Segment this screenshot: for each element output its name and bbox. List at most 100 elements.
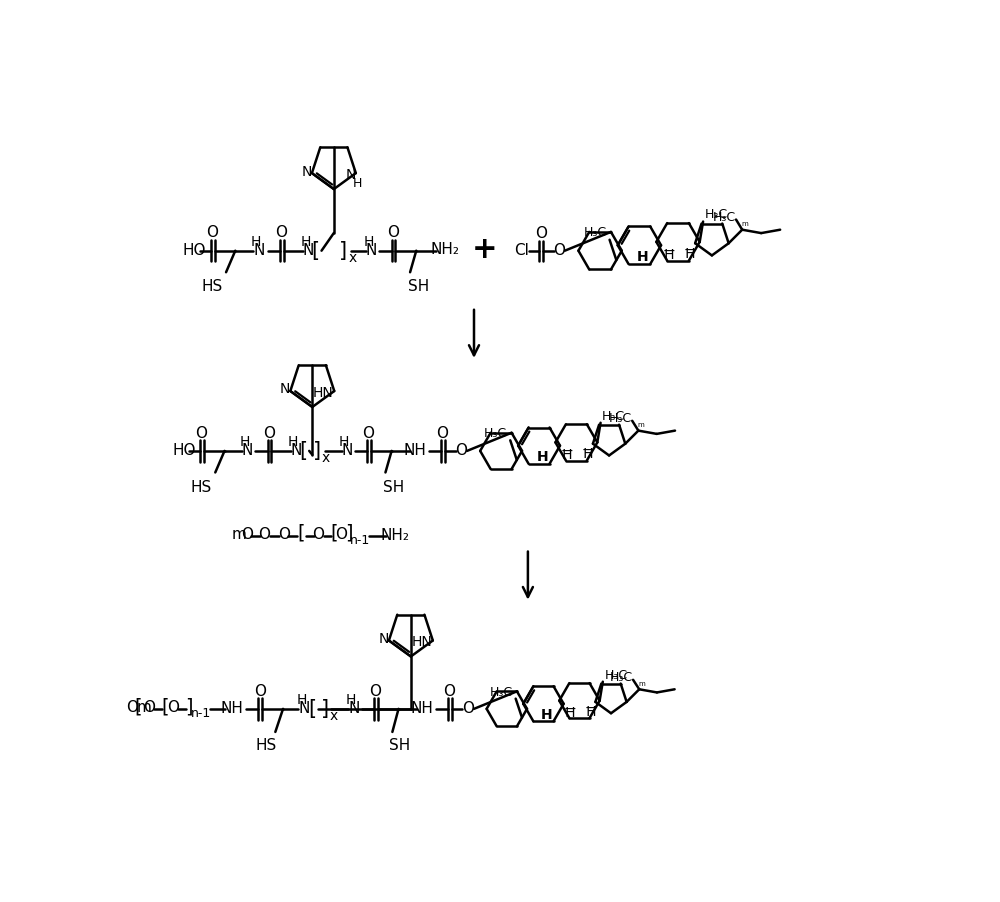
Text: O: O — [206, 226, 218, 241]
Text: N: N — [303, 244, 314, 258]
Text: H: H — [339, 436, 349, 449]
Text: N: N — [378, 632, 389, 646]
Text: O: O — [254, 684, 266, 699]
Text: O: O — [336, 527, 348, 541]
Text: H: H — [288, 436, 298, 449]
Text: n-1: n-1 — [191, 707, 211, 720]
Text: O: O — [278, 527, 290, 541]
Text: HS: HS — [255, 739, 277, 753]
Text: SH: SH — [408, 280, 429, 294]
Text: O: O — [126, 700, 138, 714]
Text: O: O — [387, 226, 399, 241]
Text: ]: ] — [313, 441, 321, 461]
Text: H: H — [541, 708, 552, 723]
Text: H: H — [353, 177, 362, 189]
Text: Ħ: Ħ — [561, 448, 574, 463]
Text: O: O — [462, 702, 474, 716]
Text: H: H — [296, 694, 307, 707]
Text: Cl: Cl — [514, 244, 529, 258]
Text: O: O — [436, 426, 448, 441]
Text: ]: ] — [185, 697, 193, 716]
Text: H: H — [536, 450, 548, 465]
Text: H: H — [239, 436, 250, 449]
Text: NH₂: NH₂ — [430, 243, 459, 257]
Text: Ħ: Ħ — [582, 447, 595, 461]
Text: HN: HN — [412, 635, 432, 649]
Text: +: + — [472, 235, 498, 263]
Text: NH: NH — [410, 702, 433, 716]
Text: [: [ — [299, 441, 307, 461]
Text: O: O — [553, 244, 565, 258]
Text: x: x — [348, 251, 356, 264]
Text: x: x — [322, 451, 330, 465]
Text: [: [ — [308, 699, 316, 719]
Text: O: O — [455, 444, 467, 458]
Text: ₘ: ₘ — [638, 678, 645, 688]
Text: HO: HO — [172, 444, 196, 458]
Text: H₃C: H₃C — [604, 669, 627, 682]
Text: [: [ — [330, 524, 338, 543]
Text: Ħ: Ħ — [662, 248, 675, 262]
Text: O: O — [363, 426, 375, 441]
Text: H: H — [363, 235, 374, 249]
Text: O: O — [443, 684, 455, 699]
Text: n-1: n-1 — [350, 534, 370, 547]
Text: N: N — [280, 382, 290, 397]
Text: ]: ] — [339, 241, 347, 261]
Text: Ħ: Ħ — [584, 705, 597, 719]
Text: N: N — [346, 169, 356, 182]
Text: [: [ — [161, 697, 169, 716]
Text: NH: NH — [403, 444, 426, 458]
Text: O: O — [369, 684, 381, 699]
Text: N: N — [242, 444, 253, 458]
Text: O: O — [167, 700, 179, 714]
Text: N: N — [366, 244, 377, 258]
Text: H: H — [251, 235, 261, 249]
Text: H₃C: H₃C — [713, 211, 736, 224]
Text: H₃C: H₃C — [583, 226, 607, 239]
Text: N: N — [253, 244, 265, 258]
Text: H₃C: H₃C — [489, 686, 513, 699]
Text: HS: HS — [202, 280, 223, 294]
Text: H₃C: H₃C — [609, 412, 632, 426]
Text: ]: ] — [321, 699, 329, 719]
Text: ₘ: ₘ — [637, 419, 644, 429]
Text: O: O — [263, 426, 275, 441]
Text: HS: HS — [190, 480, 211, 494]
Text: O: O — [195, 426, 207, 441]
Text: HO: HO — [183, 244, 206, 258]
Text: NH₂: NH₂ — [380, 528, 409, 543]
Text: O: O — [241, 527, 253, 541]
Text: ₘ: ₘ — [741, 218, 748, 228]
Text: H: H — [300, 235, 311, 249]
Text: Ħ: Ħ — [684, 247, 697, 261]
Text: H₃C: H₃C — [602, 410, 625, 423]
Text: x: x — [330, 709, 338, 723]
Text: m: m — [232, 527, 247, 541]
Text: Ħ: Ħ — [564, 706, 577, 721]
Text: H₃C: H₃C — [484, 428, 507, 440]
Text: N: N — [341, 444, 353, 458]
Text: [: [ — [311, 241, 319, 261]
Text: N: N — [348, 702, 360, 716]
Text: O: O — [259, 527, 271, 541]
Text: NH: NH — [221, 702, 244, 716]
Text: O: O — [276, 226, 288, 241]
Text: SH: SH — [383, 480, 405, 494]
Text: H: H — [346, 694, 356, 707]
Text: m: m — [137, 700, 152, 714]
Text: N: N — [299, 702, 310, 716]
Text: O: O — [535, 226, 547, 241]
Text: H₃C: H₃C — [705, 208, 728, 221]
Text: SH: SH — [389, 739, 411, 753]
Text: [: [ — [135, 697, 142, 716]
Text: [: [ — [298, 524, 305, 543]
Text: O: O — [143, 700, 155, 714]
Text: H₃C: H₃C — [610, 671, 633, 685]
Text: H: H — [637, 251, 648, 264]
Text: HN: HN — [313, 385, 334, 400]
Text: O: O — [312, 527, 324, 541]
Text: ]: ] — [346, 524, 353, 543]
Text: N: N — [301, 164, 312, 179]
Text: N: N — [290, 444, 302, 458]
